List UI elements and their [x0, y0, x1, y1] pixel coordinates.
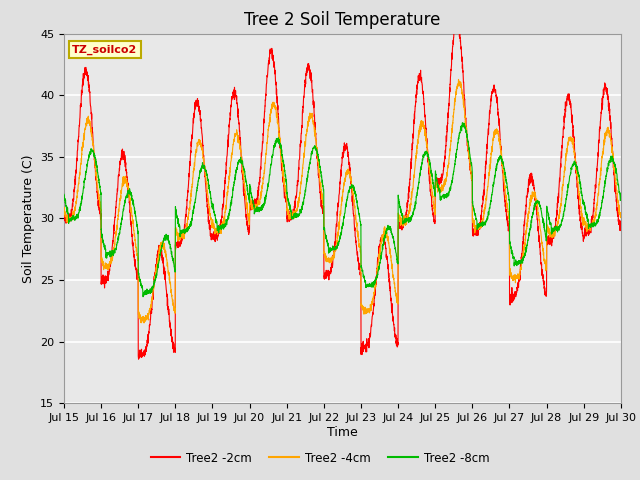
- X-axis label: Time: Time: [327, 426, 358, 439]
- Title: Tree 2 Soil Temperature: Tree 2 Soil Temperature: [244, 11, 440, 29]
- Y-axis label: Soil Temperature (C): Soil Temperature (C): [22, 154, 35, 283]
- Text: TZ_soilco2: TZ_soilco2: [72, 45, 138, 55]
- Legend: Tree2 -2cm, Tree2 -4cm, Tree2 -8cm: Tree2 -2cm, Tree2 -4cm, Tree2 -8cm: [146, 447, 494, 469]
